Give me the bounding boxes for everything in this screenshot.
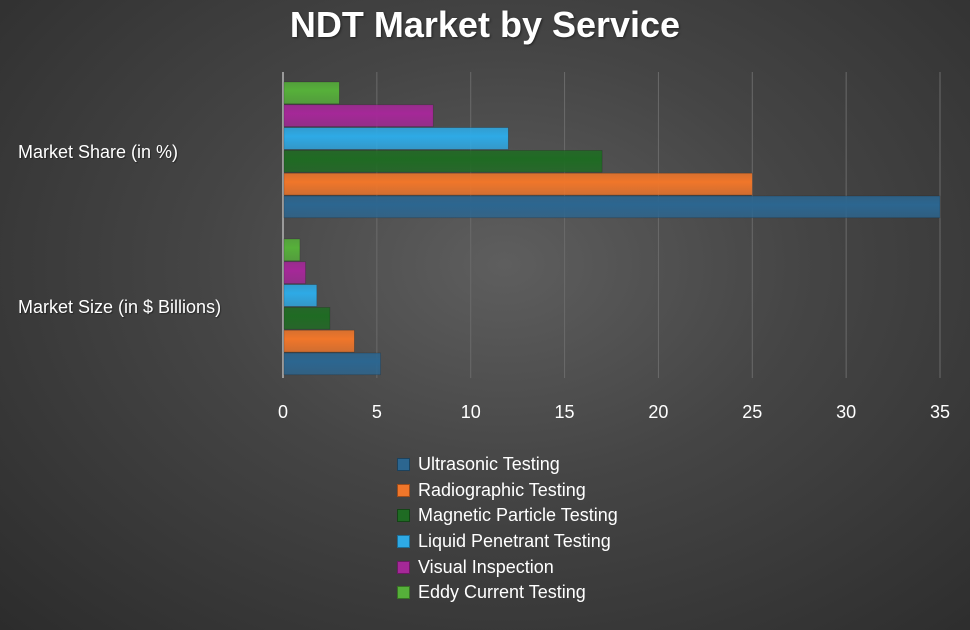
bar-visual-inspection-market-size	[283, 261, 306, 284]
legend-swatch	[397, 586, 410, 600]
bar-liquid-penetrant-testing-market-size	[283, 284, 318, 307]
legend-label: Eddy Current Testing	[418, 582, 586, 603]
legend-item: Magnetic Particle Testing	[397, 503, 618, 529]
x-tick-label-25: 25	[742, 402, 762, 422]
legend-swatch	[397, 560, 410, 574]
bar-visual-inspection-market-share	[283, 104, 434, 127]
legend-item: Liquid Penetrant Testing	[397, 529, 618, 555]
legend: Ultrasonic Testing Radiographic Testing Ma…	[397, 452, 618, 606]
x-tick-label-5: 5	[372, 402, 382, 422]
legend-label: Radiographic Testing	[418, 479, 586, 500]
bar-ultrasonic-testing-market-share	[283, 195, 941, 219]
x-tick-label-20: 20	[648, 402, 668, 422]
chart-title: NDT Market by Service	[289, 4, 681, 45]
legend-item: Ultrasonic Testing	[397, 452, 618, 478]
bar-radiographic-testing-market-share	[283, 172, 753, 196]
bar-magnetic-particle-testing-market-size	[283, 307, 331, 330]
legend-swatch	[397, 483, 410, 497]
bar-magnetic-particle-testing-market-share	[283, 150, 603, 173]
legend-item: Eddy Current Testing	[397, 580, 618, 606]
legend-swatch	[397, 458, 410, 472]
category-label-market-size: Market Size (in $ Billions)	[18, 297, 222, 317]
bar-eddy-current-testing-market-size	[283, 238, 301, 262]
legend-label: Ultrasonic Testing	[418, 454, 560, 475]
bar-eddy-current-testing-market-share	[283, 81, 340, 105]
bar-liquid-penetrant-testing-market-share	[283, 127, 509, 150]
legend-item: Visual Inspection	[397, 554, 618, 580]
bar-ultrasonic-testing-market-size	[283, 352, 381, 376]
legend-item: Radiographic Testing	[397, 478, 618, 504]
x-tick-label-35: 35	[930, 402, 950, 422]
legend-swatch	[397, 509, 410, 523]
legend-label: Liquid Penetrant Testing	[418, 531, 611, 552]
bar-radiographic-testing-market-size	[283, 329, 355, 353]
x-tick-label-10: 10	[461, 402, 481, 422]
legend-label: Magnetic Particle Testing	[418, 505, 618, 526]
legend-swatch	[397, 535, 410, 549]
category-label-market-share: Market Share (in %)	[18, 142, 179, 162]
x-tick-label-15: 15	[555, 402, 575, 422]
legend-label: Visual Inspection	[418, 556, 554, 577]
x-tick-label-0: 0	[278, 402, 288, 422]
x-tick-label-30: 30	[836, 402, 856, 422]
